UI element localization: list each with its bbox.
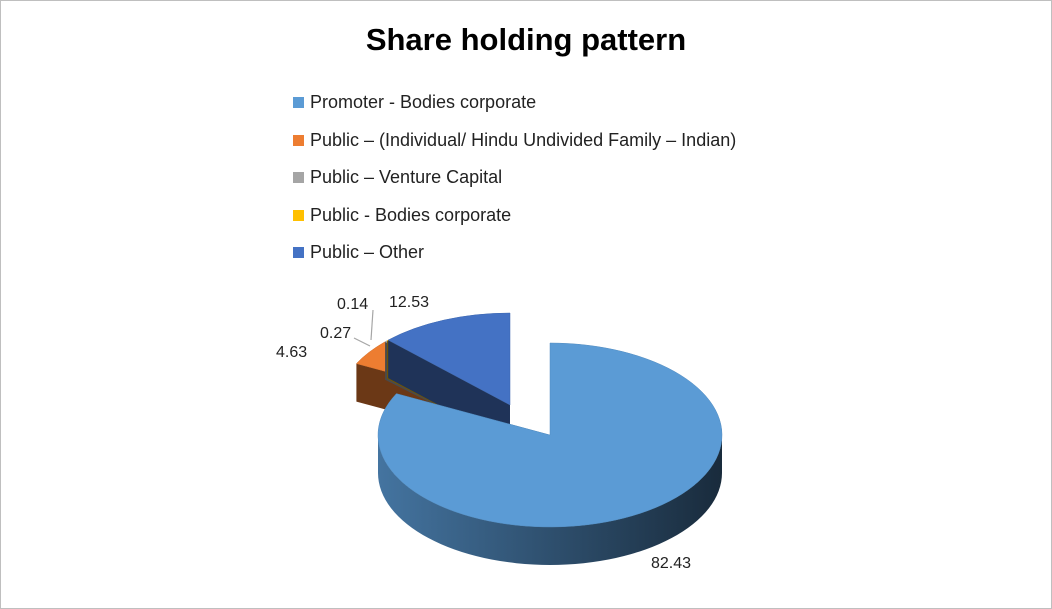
slice-top <box>377 342 723 528</box>
pie-slice-0 <box>377 342 723 565</box>
data-label-1: 4.63 <box>276 344 307 361</box>
leader-line-3 <box>370 309 374 341</box>
chart-title: Share holding pattern <box>365 22 687 57</box>
legend-label: Public – (Individual/ Hindu Undivided Fa… <box>310 129 737 150</box>
legend-swatch-4 <box>293 247 304 259</box>
data-label-2: 0.27 <box>320 325 351 342</box>
data-label-4: 12.53 <box>389 294 429 311</box>
legend-label: Promoter - Bodies corporate <box>310 92 537 113</box>
legend-label: Public – Venture Capital <box>310 167 503 188</box>
legend-item: Public – (Individual/ Hindu Undivided Fa… <box>293 122 736 160</box>
legend-item: Public - Bodies corporate <box>293 197 736 235</box>
data-label-0: 82.43 <box>651 555 691 572</box>
legend-item: Public – Other <box>293 234 736 272</box>
legend-swatch-3 <box>293 209 304 221</box>
data-label-3: 0.14 <box>337 296 368 313</box>
slice-rim <box>378 435 722 565</box>
legend: Promoter - Bodies corporate Public – (In… <box>293 84 736 272</box>
leader-line-2 <box>353 337 371 347</box>
legend-swatch-2 <box>293 172 304 184</box>
legend-label: Public - Bodies corporate <box>310 204 512 225</box>
slice-top <box>387 312 511 406</box>
legend-swatch-0 <box>293 97 304 109</box>
legend-item: Public – Venture Capital <box>293 159 736 197</box>
legend-item: Promoter - Bodies corporate <box>293 84 736 122</box>
legend-swatch-1 <box>293 134 304 146</box>
legend-label: Public – Other <box>310 242 425 263</box>
